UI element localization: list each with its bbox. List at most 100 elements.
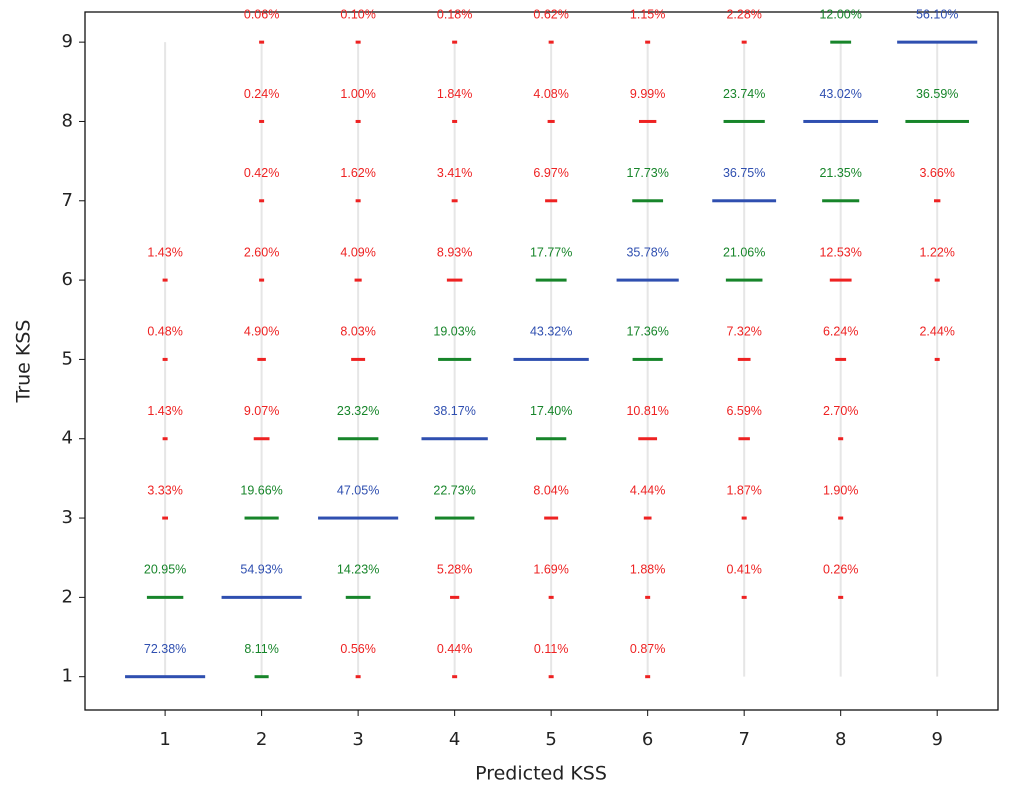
x-tick-label: 8 [835, 729, 846, 750]
value-label: 14.23% [337, 563, 379, 577]
y-tick-label: 4 [62, 428, 73, 449]
y-tick-label: 6 [62, 269, 73, 290]
bar [146, 595, 184, 599]
bar [723, 119, 765, 123]
bar [257, 357, 266, 361]
value-label: 0.11% [534, 642, 569, 656]
bar [548, 595, 554, 599]
x-tick-label: 6 [642, 729, 653, 750]
bar [712, 199, 777, 203]
bar [545, 199, 558, 203]
value-label: 8.04% [533, 483, 568, 497]
y-tick-label: 1 [62, 666, 73, 687]
bar [355, 119, 361, 123]
value-label: 0.62% [533, 7, 568, 21]
value-label: 35.78% [626, 245, 668, 259]
value-label: 6.97% [533, 166, 568, 180]
bar [905, 119, 969, 123]
bar [452, 675, 458, 679]
y-tick-label: 9 [62, 31, 73, 52]
value-label: 5.28% [437, 563, 472, 577]
value-label: 1.69% [533, 563, 568, 577]
value-label: 1.43% [147, 404, 182, 418]
bar [434, 516, 475, 520]
bar [838, 516, 844, 520]
value-label: 0.48% [147, 325, 182, 339]
value-label: 47.05% [337, 483, 379, 497]
value-label: 23.74% [723, 87, 765, 101]
y-tick-label: 7 [62, 190, 73, 211]
bar [897, 40, 978, 44]
value-label: 3.33% [147, 483, 182, 497]
bar [725, 278, 763, 282]
value-label: 0.10% [340, 7, 375, 21]
value-label: 20.95% [144, 563, 186, 577]
bar [632, 199, 664, 203]
bar [934, 199, 941, 203]
value-label: 0.41% [726, 563, 761, 577]
value-label: 17.73% [626, 166, 668, 180]
bar [645, 40, 651, 44]
bar [830, 40, 852, 44]
bar [616, 278, 679, 282]
y-tick-label: 3 [62, 507, 73, 528]
bar [253, 437, 270, 441]
bar [452, 40, 458, 44]
value-label: 1.62% [340, 166, 375, 180]
bar [645, 595, 651, 599]
value-label: 1.88% [630, 563, 665, 577]
bar [162, 357, 168, 361]
bar [741, 516, 747, 520]
bar [337, 437, 379, 441]
bar [737, 357, 751, 361]
bar [259, 278, 265, 282]
bar [548, 40, 554, 44]
value-label: 0.26% [823, 563, 858, 577]
value-label: 1.43% [147, 245, 182, 259]
bar [451, 199, 458, 203]
bar [162, 278, 168, 282]
value-label: 12.53% [819, 245, 861, 259]
value-label: 17.36% [626, 325, 668, 339]
value-label: 17.40% [530, 404, 572, 418]
value-label: 43.02% [819, 87, 861, 101]
bar [244, 516, 279, 520]
value-label: 56.10% [916, 7, 958, 21]
value-label: 6.24% [823, 325, 858, 339]
value-label: 2.60% [244, 245, 279, 259]
bar [643, 516, 652, 520]
y-tick-label: 8 [62, 110, 73, 131]
bar [632, 357, 663, 361]
x-tick-label: 4 [449, 729, 460, 750]
value-label: 19.66% [240, 483, 282, 497]
value-label: 23.32% [337, 404, 379, 418]
value-label: 21.06% [723, 245, 765, 259]
y-axis-label: True KSS [13, 320, 35, 404]
value-label: 36.59% [916, 87, 958, 101]
value-label: 7.32% [726, 325, 761, 339]
bar [421, 437, 488, 441]
value-label: 4.44% [630, 483, 665, 497]
value-label: 72.38% [144, 642, 186, 656]
value-label: 0.18% [437, 7, 472, 21]
bar [829, 278, 852, 282]
value-label: 9.99% [630, 87, 665, 101]
bar [838, 437, 844, 441]
bar [318, 516, 399, 520]
bar [355, 675, 361, 679]
value-label: 43.32% [530, 325, 572, 339]
x-tick-label: 3 [352, 729, 363, 750]
bar [738, 437, 750, 441]
bar [452, 119, 458, 123]
value-label: 2.28% [726, 7, 761, 21]
bar [645, 675, 651, 679]
value-label: 3.41% [437, 166, 472, 180]
bar [446, 278, 463, 282]
value-label: 12.00% [819, 7, 861, 21]
value-label: 0.56% [340, 642, 375, 656]
value-label: 0.06% [244, 7, 279, 21]
bar [355, 40, 361, 44]
value-label: 1.15% [630, 7, 665, 21]
value-label: 21.35% [819, 166, 861, 180]
value-label: 9.07% [244, 404, 279, 418]
